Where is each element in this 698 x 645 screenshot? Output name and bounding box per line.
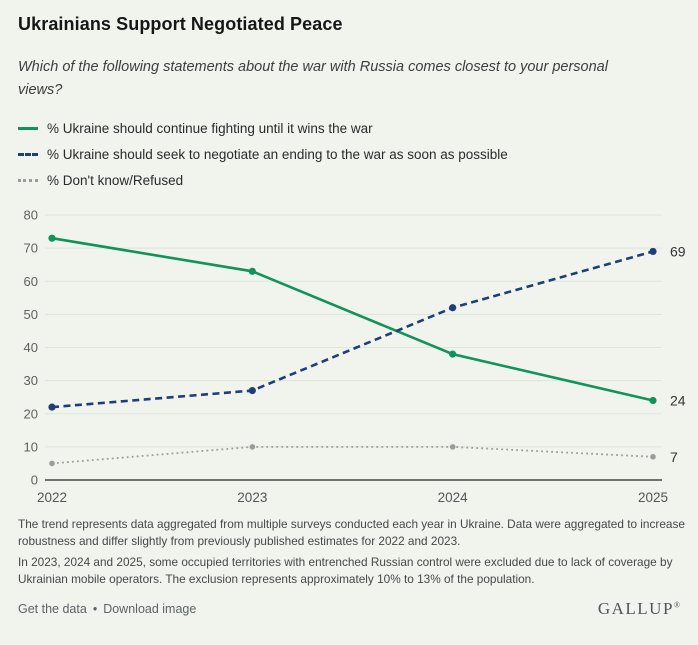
gallup-logo: GALLUP®: [597, 599, 680, 618]
legend: % Ukraine should continue fighting until…: [18, 120, 508, 189]
download-image-link[interactable]: Download image: [103, 602, 197, 616]
legend-item: % Ukraine should continue fighting until…: [18, 120, 508, 137]
svg-text:0: 0: [31, 473, 38, 488]
chart-title: Ukrainians Support Negotiated Peace: [18, 14, 343, 34]
legend-label: % Ukraine should continue fighting until…: [47, 121, 373, 136]
line-chart: 0 10 20 30 40 50 60 70 80 2022 2023 2024 2025 24 69 7: [24, 208, 686, 506]
footer: Get the data • Download image GALLUP®: [18, 597, 680, 621]
legend-item: % Ukraine should seek to negotiate an en…: [18, 146, 508, 163]
svg-text:2025: 2025: [638, 490, 668, 505]
legend-swatch-solid-line: [18, 127, 38, 130]
svg-text:24: 24: [670, 393, 686, 409]
svg-text:50: 50: [24, 307, 38, 322]
footer-links: Get the data • Download image: [18, 602, 196, 616]
footnote-2: In 2023, 2024 and 2025, some occupied te…: [18, 555, 673, 586]
svg-text:20: 20: [24, 406, 38, 421]
get-the-data-link[interactable]: Get the data: [18, 602, 87, 616]
legend-swatch-dashed-line: [18, 153, 38, 156]
svg-text:60: 60: [24, 274, 38, 289]
footer-separator: •: [92, 602, 98, 616]
svg-text:7: 7: [670, 449, 678, 465]
legend-swatch-dotted-line: [18, 179, 38, 182]
svg-text:2024: 2024: [438, 490, 469, 505]
svg-text:69: 69: [670, 243, 686, 259]
svg-text:10: 10: [24, 439, 38, 454]
footnote-1: The trend represents data aggregated fro…: [18, 517, 685, 548]
svg-text:80: 80: [24, 208, 38, 223]
svg-text:70: 70: [24, 241, 38, 256]
legend-item: % Don't know/Refused: [18, 172, 508, 189]
svg-text:40: 40: [24, 340, 38, 355]
svg-text:30: 30: [24, 373, 38, 388]
svg-text:2023: 2023: [237, 490, 267, 505]
legend-label: % Ukraine should seek to negotiate an en…: [47, 147, 508, 162]
svg-text:2022: 2022: [37, 490, 67, 505]
legend-label: % Don't know/Refused: [47, 173, 184, 188]
chart-subtitle: Which of the following statements about …: [18, 59, 608, 99]
